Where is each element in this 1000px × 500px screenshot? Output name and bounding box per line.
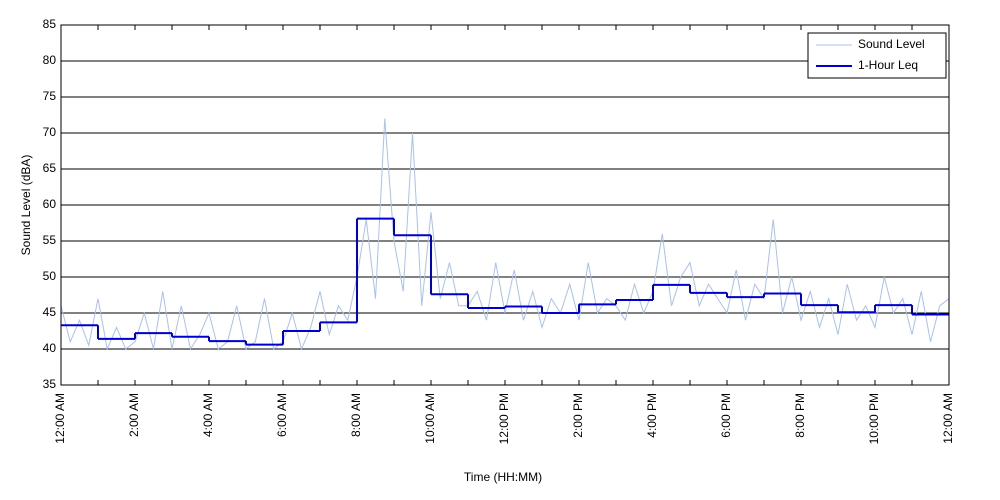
x-tick-label: 8:00 PM [793, 393, 807, 438]
x-tick-label: 4:00 AM [201, 393, 215, 437]
x-tick-label: 6:00 PM [719, 393, 733, 438]
data-line [60, 118, 950, 351]
y-tick-label: 35 [43, 377, 57, 391]
y-tick-label: 70 [43, 125, 57, 139]
y-tick-label: 50 [43, 269, 57, 283]
y-tick-label: 55 [43, 233, 57, 247]
y-tick-label: 80 [43, 53, 57, 67]
y-tick-label: 65 [43, 161, 57, 175]
legend-label: Sound Level [858, 37, 925, 51]
y-axis-label: Sound Level (dBA) [19, 155, 33, 256]
plot-frame [60, 24, 950, 386]
y-tick-label: 85 [43, 17, 57, 31]
legend-label: 1-Hour Leq [858, 58, 918, 72]
x-tick-label: 8:00 AM [349, 393, 363, 437]
x-tick-label: 6:00 AM [275, 393, 289, 437]
y-tick-label: 75 [43, 89, 57, 103]
x-tick-label: 12:00 PM [497, 393, 511, 444]
x-tick-label: 2:00 PM [571, 393, 585, 438]
y-tick-label: 60 [43, 197, 57, 211]
x-tick-label: 10:00 PM [867, 393, 881, 444]
x-tick-label: 12:00 AM [941, 393, 955, 444]
x-tick-label: 4:00 PM [645, 393, 659, 438]
x-tick-label: 2:00 AM [127, 393, 141, 437]
y-tick-label: 40 [43, 341, 57, 355]
x-axis-label: Time (HH:MM) [464, 470, 542, 484]
y-tick-label: 45 [43, 305, 57, 319]
x-tick-label: 10:00 AM [423, 393, 437, 444]
x-tick-label: 12:00 AM [53, 393, 67, 444]
legend-box [807, 32, 947, 79]
